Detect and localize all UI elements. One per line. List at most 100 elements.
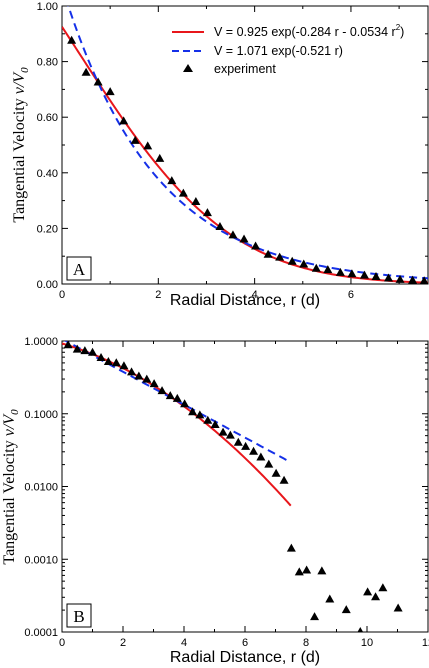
- panel-a-experiment-point: [408, 275, 418, 284]
- panel-b-experiment-point: [393, 603, 403, 612]
- y-tick-label: 0.1000: [24, 409, 58, 421]
- x-tick-label: 2: [120, 637, 126, 649]
- y-tick-label: 0.00: [37, 279, 58, 291]
- panel-b-experiment-point: [249, 446, 259, 455]
- panel-b-experiment-point: [233, 437, 243, 446]
- panel-b-experiment-point: [172, 393, 182, 402]
- x-tick-label: 6: [242, 637, 248, 649]
- panel-b-experiment-point: [264, 459, 274, 468]
- panel-a-experiment-point: [263, 249, 273, 258]
- legend-blue-label: V = 1.071 exp(-0.521 r): [214, 44, 343, 58]
- panel-a-experiment-point: [251, 241, 261, 250]
- panel-b-experiment-point: [286, 543, 296, 552]
- panel-a-experiment-point: [323, 265, 333, 274]
- panel-b-experiment-point: [119, 361, 129, 370]
- panel-a-experiment-point: [105, 87, 115, 96]
- y-tick-label: 0.0010: [24, 554, 58, 566]
- panel-b-y-axis-label: Tangential Velocity v/V0: [1, 409, 21, 565]
- panel-a-experiment-point: [93, 77, 103, 86]
- x-tick-label: 2: [155, 289, 161, 301]
- panel-b-experiment-point: [134, 371, 144, 380]
- panel-a-experiment-point: [335, 267, 345, 276]
- panel-b-experiment-point: [218, 427, 228, 436]
- panel-a-experiment-point: [239, 234, 249, 243]
- legend-red-label: V = 0.925 exp(-0.284 r - 0.0534 r2): [214, 23, 404, 39]
- panel-b-experiment-point: [378, 583, 388, 592]
- panel-a-experiment-point: [228, 230, 238, 239]
- panel-a-x-axis-label: Radial Distance, r (d): [170, 292, 320, 309]
- y-tick-label: 0.20: [37, 223, 58, 235]
- panel-a-legend: V = 0.925 exp(-0.284 r - 0.0534 r2) V = …: [172, 23, 404, 76]
- y-tick-label: 0.60: [37, 112, 58, 124]
- panel-a-y-axis-label: Tangential Velocity v/V0: [11, 67, 31, 223]
- panel-a-series-exponential-fit-line: [67, 6, 428, 280]
- y-tick-label: 1.0000: [24, 336, 58, 348]
- panel-b-experiment-point: [363, 587, 373, 596]
- panel-a-experiment-point: [299, 259, 309, 268]
- panel-b-experiment-point: [63, 341, 73, 349]
- panel-b-experiment-point: [310, 612, 320, 621]
- panel-a-experiment-point: [191, 196, 201, 205]
- panel-a-experiment-point: [67, 35, 77, 44]
- panel-a-experiment-point: [347, 269, 357, 278]
- panel-a-experiment-point: [178, 188, 188, 197]
- panel-b-experiment-point: [279, 475, 289, 484]
- panel-a-experiment-point: [155, 153, 165, 162]
- panel-b-plot-area: [61, 340, 429, 633]
- x-tick-label: 4: [181, 637, 187, 649]
- panel-a-experiment-point: [202, 208, 212, 217]
- panel-b-letter: B: [73, 607, 84, 626]
- panel-b-experiment-point: [195, 410, 205, 419]
- y-tick-label: 0.80: [37, 57, 58, 69]
- panel-b-experiment-point: [210, 420, 220, 429]
- panel-b-experiment-point: [180, 399, 190, 408]
- y-tick-label: 0.0001: [24, 627, 58, 639]
- x-tick-label: 0: [59, 289, 65, 301]
- panel-a-experiment-point: [143, 141, 153, 150]
- y-tick-label: 0.0100: [24, 482, 58, 494]
- panel-b-experiment-point: [203, 415, 213, 424]
- panel-b-experiment-point: [256, 452, 266, 461]
- panel-b-experiment-point: [111, 358, 121, 367]
- x-tick-label: 4: [252, 289, 258, 301]
- panel-b-experiment-point: [88, 347, 97, 356]
- panel-a-chart: 0 2 4 6 0.00 0.20 0.40 0.60 0.80 1.00 Radial Dist…: [11, 1, 429, 309]
- panel-b-chart: 0246810120.00010.00100.01000.10001.0000 …: [1, 336, 429, 666]
- panel-b-experiment-point: [80, 346, 90, 355]
- panel-b-experiment-point: [371, 592, 381, 601]
- panel-a-experiment-point: [419, 276, 428, 284]
- panel-b-experiment-point: [357, 627, 364, 632]
- panel-a-experiment-point: [384, 273, 394, 282]
- y-tick-label: 0.40: [37, 168, 58, 180]
- panel-b-experiment-point: [241, 441, 251, 450]
- panel-b-experiment-point: [72, 344, 82, 353]
- panel-a-experiment-point: [395, 274, 405, 283]
- panel-b-experiment-point: [188, 407, 198, 416]
- y-tick-label: 1.00: [37, 1, 58, 13]
- panel-b-experiment-point: [157, 386, 167, 395]
- panel-a-experiment-point: [130, 135, 140, 144]
- x-tick-label: 6: [348, 289, 354, 301]
- panel-b-experiment-point: [225, 430, 235, 439]
- panel-a-experiment-point: [287, 256, 297, 265]
- panel-b-experiment-point: [96, 352, 106, 361]
- legend-triangle-marker: [183, 64, 193, 72]
- panel-a-experiment-point: [311, 263, 321, 272]
- panel-a-experiment-point: [215, 222, 225, 231]
- panel-b-experiment-point: [317, 566, 327, 575]
- panel-a-experiment-point: [371, 272, 381, 281]
- panel-a-letter-box: [66, 256, 92, 281]
- x-tick-label: 10: [361, 637, 373, 649]
- panel-b-experiment-point: [325, 594, 335, 603]
- panel-b-experiment-point: [142, 374, 152, 383]
- panel-a-experiment-point: [81, 67, 91, 76]
- panel-a-letter: A: [73, 260, 86, 279]
- x-tick-label: 0: [59, 637, 65, 649]
- panel-b-experiment-point: [103, 356, 113, 365]
- panel-b-experiment-point: [341, 605, 351, 614]
- panel-a-experiment-point: [275, 252, 285, 261]
- panel-b-experiment-point: [127, 367, 137, 376]
- panel-b-letter-box: [66, 603, 92, 628]
- x-tick-label: 8: [303, 637, 309, 649]
- x-tick-label: 12: [422, 637, 429, 649]
